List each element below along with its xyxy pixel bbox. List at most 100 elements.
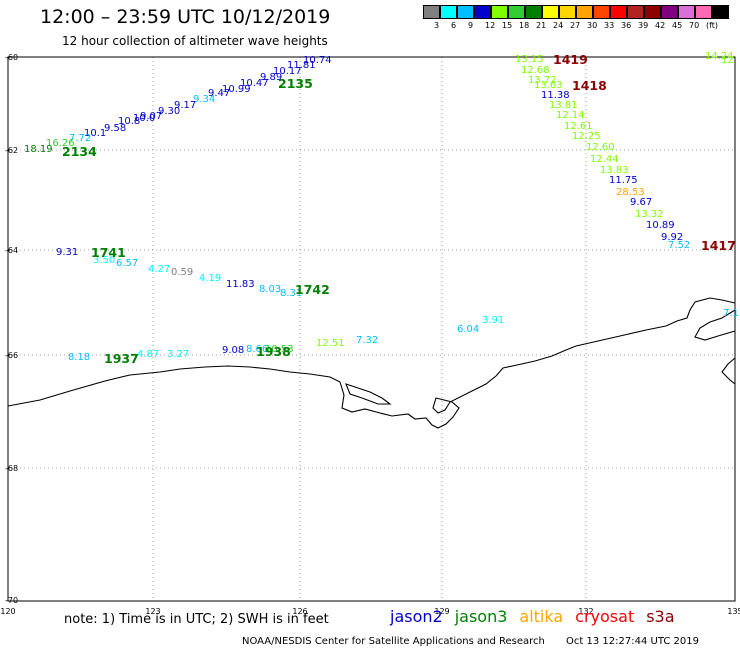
wave-height-value: 7.32 — [356, 335, 379, 346]
wave-height-value: 28.53 — [616, 187, 645, 198]
legend-swatch — [457, 5, 474, 19]
legend-label: 15 — [502, 21, 513, 30]
legend-swatch — [491, 5, 508, 19]
legend-swatch — [678, 5, 695, 19]
wave-height-value: 10.8 — [118, 116, 141, 127]
map-title: 12:00 – 23:59 UTC 10/12/2019 — [40, 6, 331, 28]
wave-height-value: 13.15 — [515, 54, 544, 65]
wave-height-value: 12.44 — [590, 154, 619, 165]
wave-height-value: 6.04 — [457, 324, 480, 335]
pass-time-label: 2135 — [278, 76, 313, 91]
legend-swatch — [712, 5, 729, 19]
lon-tick-label: 123 — [145, 607, 160, 616]
wave-height-value: 3.91 — [482, 315, 505, 326]
pass-time-label: 1741 — [91, 245, 126, 260]
pass-time-label: 1938 — [256, 344, 291, 359]
wave-height-value: 9.08 — [222, 345, 245, 356]
map-subtitle: 12 hour collection of altimeter wave hei… — [62, 34, 328, 48]
wave-height-value: 9.92 — [661, 232, 684, 243]
wave-height-value: 10.47 — [240, 78, 269, 89]
wave-height-value: 11.83 — [226, 279, 255, 290]
color-scale-legend — [423, 5, 729, 19]
antarctic-coastline — [7, 297, 736, 429]
wave-height-value: 9.07 — [140, 111, 163, 122]
wave-height-value: 7.72 — [69, 133, 92, 144]
wave-height-value: 10.53 — [265, 344, 294, 355]
wave-height-value: 12.60 — [586, 142, 615, 153]
legend-swatch — [423, 5, 440, 19]
legend-swatch — [542, 5, 559, 19]
wave-height-value: 9.30 — [158, 106, 181, 117]
lon-tick-label: 135 — [727, 607, 740, 616]
wave-height-value: 4.87 — [137, 349, 160, 360]
credit-timestamp: Oct 13 12:27:44 UTC 2019 — [566, 636, 699, 647]
lon-tick-label: 129 — [434, 607, 449, 616]
wave-height-value: 13.63 — [534, 80, 563, 91]
lat-tick-label: -66 — [5, 351, 18, 360]
lon-tick-label: 120 — [0, 607, 15, 616]
legend-swatch — [695, 5, 712, 19]
wave-height-value: 16.26 — [46, 138, 75, 149]
legend-swatch — [644, 5, 661, 19]
wave-height-value: 7.52 — [668, 240, 691, 251]
legend-label: 30 — [587, 21, 598, 30]
lon-tick-label: 132 — [578, 607, 593, 616]
wave-height-value: 8.66 — [246, 344, 269, 355]
legend-label: 9 — [468, 21, 474, 30]
wave-height-value: 8.03 — [259, 284, 282, 295]
wave-height-value: 14.24 — [705, 51, 734, 62]
legend-label: 39 — [638, 21, 649, 30]
coastline-far-east — [721, 357, 736, 385]
wave-height-value: 12.68 — [521, 65, 550, 76]
wave-height-value: 10.74 — [303, 55, 332, 66]
wave-height-value: 9.31 — [56, 247, 79, 258]
legend-label: 6 — [451, 21, 457, 30]
wave-height-value: 8.18 — [68, 352, 91, 363]
legend-label: 3 — [434, 21, 440, 30]
satellite-s3a: s3a — [646, 607, 675, 626]
wave-height-value: 10.17 — [273, 66, 302, 77]
credit-org: NOAA/NESDIS Center for Satellite Applica… — [242, 636, 545, 647]
wave-height-value: 18.19 — [24, 144, 53, 155]
wave-height-value: 10.89 — [646, 220, 675, 231]
legend-swatch — [593, 5, 610, 19]
wave-height-value: 9.89 — [260, 72, 283, 83]
satellite-jason2: jason2 — [390, 607, 443, 626]
ice-shelf-coast — [694, 309, 736, 341]
pass-time-label: 1937 — [104, 351, 139, 366]
wave-height-value: 12 — [721, 55, 734, 66]
legend-label: (ft) — [706, 21, 719, 30]
legend-swatch — [661, 5, 678, 19]
wave-height-value: 10.0 — [133, 113, 156, 124]
legend-label: 12 — [485, 21, 496, 30]
wave-height-value: 3.27 — [167, 349, 190, 360]
map-frame — [7, 56, 736, 602]
wave-height-value: 12.61 — [564, 121, 593, 132]
coastline-inlet — [345, 383, 392, 405]
wave-height-value: 10.1 — [84, 128, 107, 139]
wave-height-value: 7.1 — [723, 308, 739, 319]
lat-tick-label: -60 — [5, 53, 18, 62]
wave-height-value: 12.25 — [572, 131, 601, 142]
lat-tick-label: -62 — [5, 146, 18, 155]
lon-tick-label: 126 — [292, 607, 307, 616]
wave-height-value: 12.14 — [556, 110, 585, 121]
legend-label: 21 — [536, 21, 547, 30]
lat-tick-label: -68 — [5, 464, 18, 473]
lat-tick-label: -70 — [5, 596, 18, 605]
footer-note: note: 1) Time is in UTC; 2) SWH is in fe… — [64, 612, 329, 627]
wave-height-value: 13.32 — [635, 209, 664, 220]
pass-time-label: 1419 — [553, 52, 588, 67]
wave-height-value: 4.19 — [199, 273, 222, 284]
legend-label: 33 — [604, 21, 615, 30]
legend-label: 24 — [553, 21, 564, 30]
legend-swatch — [474, 5, 491, 19]
legend-swatch — [440, 5, 457, 19]
satellite-cryosat: cryosat — [575, 607, 635, 626]
wave-height-value: 9.58 — [104, 123, 127, 134]
wave-height-value: 11.81 — [287, 60, 316, 71]
wave-height-value: 0.59 — [171, 267, 194, 278]
wave-height-value: 9.67 — [630, 197, 653, 208]
legend-label: 18 — [519, 21, 530, 30]
